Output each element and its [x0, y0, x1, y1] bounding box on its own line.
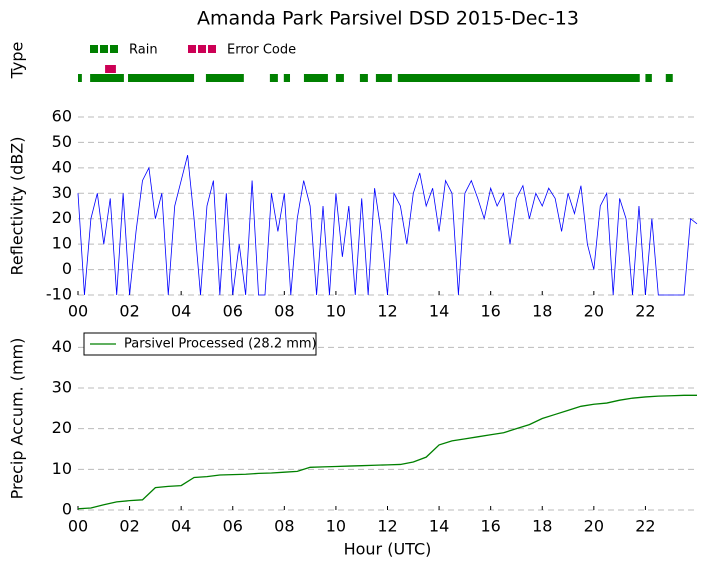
interval — [303, 74, 328, 82]
interval — [283, 74, 291, 82]
interval — [375, 74, 392, 82]
legend-label: Rain — [129, 43, 158, 58]
x-tick-label: 10 — [326, 302, 346, 321]
interval — [665, 74, 673, 82]
y-tick-label: 40 — [52, 337, 72, 356]
interval — [335, 74, 344, 82]
interval — [269, 74, 278, 82]
x-tick-label: 22 — [635, 302, 655, 321]
y-axis-label: Type — [8, 42, 27, 80]
y-tick-label: 60 — [52, 107, 72, 126]
figure-title: Amanda Park Parsivel DSD 2015-Dec-13 — [197, 8, 579, 30]
data-line — [77, 394, 697, 510]
x-axis-label: Hour (UTC) — [344, 540, 432, 559]
y-tick-label: 20 — [52, 418, 72, 437]
x-tick-label: 14 — [429, 517, 449, 536]
y-axis-label: Reflectivity (dBZ) — [8, 137, 27, 276]
x-tick-label: 04 — [171, 517, 191, 536]
data-line — [77, 155, 698, 296]
x-tick-label: 14 — [429, 302, 449, 321]
y-tick-label: 20 — [52, 208, 72, 227]
y-axis-label: Precip Accum. (mm) — [8, 338, 27, 500]
legend-swatch — [110, 45, 118, 53]
y-tick-label: 30 — [52, 378, 72, 397]
y-tick-label: -10 — [46, 285, 72, 304]
interval — [359, 74, 368, 82]
x-tick-label: 08 — [274, 302, 294, 321]
y-tick-label: 50 — [52, 132, 72, 151]
x-tick-label: 16 — [480, 517, 500, 536]
interval — [205, 74, 244, 82]
legend-swatch — [208, 45, 216, 53]
x-tick-label: 16 — [480, 302, 500, 321]
legend-label: Error Code — [227, 43, 296, 58]
x-tick-label: 18 — [532, 517, 552, 536]
y-tick-label: 10 — [52, 459, 72, 478]
y-tick-label: 30 — [52, 183, 72, 202]
x-tick-label: 02 — [119, 302, 139, 321]
x-tick-label: 22 — [635, 517, 655, 536]
x-tick-label: 00 — [68, 517, 88, 536]
legend-label: Parsivel Processed (28.2 mm) — [124, 337, 317, 352]
y-tick-label: 0 — [62, 259, 72, 278]
y-tick-label: 10 — [52, 234, 72, 253]
y-tick-label: 0 — [62, 500, 72, 519]
x-tick-label: 06 — [223, 302, 243, 321]
interval — [90, 74, 124, 82]
x-tick-label: 18 — [532, 302, 552, 321]
x-tick-label: 12 — [377, 517, 397, 536]
legend-swatch — [90, 45, 98, 53]
interval — [397, 74, 640, 82]
interval — [128, 74, 195, 82]
x-tick-label: 06 — [223, 517, 243, 536]
legend-swatch — [100, 45, 108, 53]
legend-swatch — [188, 45, 196, 53]
x-tick-label: 20 — [584, 302, 604, 321]
x-tick-label: 12 — [377, 302, 397, 321]
x-tick-label: 08 — [274, 517, 294, 536]
x-tick-label: 04 — [171, 302, 191, 321]
x-tick-label: 00 — [68, 302, 88, 321]
x-tick-label: 20 — [584, 517, 604, 536]
legend-swatch — [198, 45, 206, 53]
interval — [105, 65, 116, 73]
interval — [78, 74, 82, 82]
x-tick-label: 02 — [119, 517, 139, 536]
x-tick-label: 10 — [326, 517, 346, 536]
interval — [645, 74, 652, 82]
y-tick-label: 40 — [52, 157, 72, 176]
legend-box — [83, 332, 317, 356]
